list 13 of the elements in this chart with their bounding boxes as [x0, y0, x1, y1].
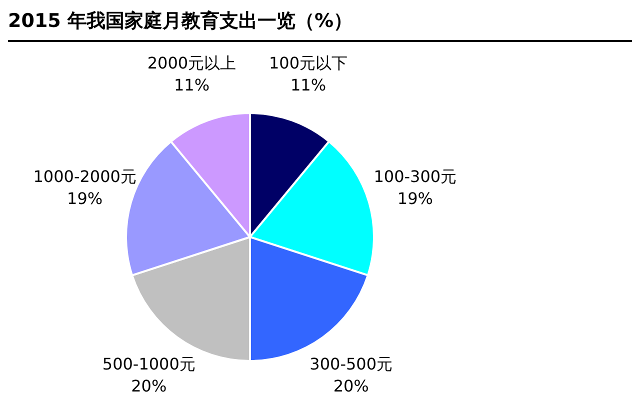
slice-label: 1000-2000元	[33, 167, 136, 186]
slice-label: 500-1000元	[102, 354, 196, 374]
slice-label: 100元以下	[268, 53, 348, 72]
data-label: 19%	[67, 189, 103, 208]
slice-label: 300-500元	[310, 354, 393, 374]
data-label: 20%	[333, 376, 369, 396]
slice-label: 100-300元	[374, 167, 457, 186]
data-label: 19%	[397, 189, 433, 208]
data-label: 11%	[174, 75, 210, 94]
slice-label: 2000元以上	[147, 53, 236, 72]
chart-title: 2015 年我国家庭月教育支出一览（%）	[8, 8, 632, 42]
data-label: 20%	[131, 376, 167, 396]
data-label: 11%	[290, 75, 326, 94]
